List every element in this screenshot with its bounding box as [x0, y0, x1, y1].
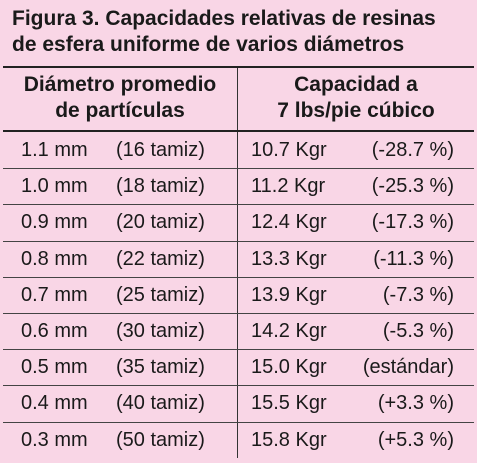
row-divider	[3, 349, 474, 351]
cell-diameter: 0.8 mm	[21, 247, 88, 270]
cell-capacity: 11.2 Kgr	[251, 175, 326, 198]
header-diameter-line-2: de partículas	[55, 99, 185, 122]
cell-diameter: 0.5 mm	[21, 356, 88, 379]
header-diameter-line-1: Diámetro promedio	[23, 73, 217, 96]
cell-change: (-28.7 %)	[371, 139, 454, 161]
cell-mesh: (40 tamiz)	[116, 392, 205, 415]
cell-capacity: 14.2 Kgr	[251, 320, 327, 342]
cell-diameter: 0.7 mm	[21, 283, 88, 306]
table-row: 0.7 mm (25 tamiz) 13.9 Kgr (-7.3 %)	[3, 277, 474, 313]
cell-mesh: (30 tamiz)	[116, 320, 205, 342]
cell-diameter: 0.6 mm	[21, 320, 88, 342]
row-divider	[3, 313, 474, 314]
cell-change: (-11.3 %)	[373, 247, 454, 270]
cell-diameter: 1.0 mm	[21, 175, 88, 198]
cell-capacity: 15.0 Kgr	[251, 356, 327, 379]
cell-capacity: 15.8 Kgr	[251, 428, 327, 451]
table-row: 0.9 mm (20 tamiz) 12.4 Kgr (-17.3 %)	[3, 204, 474, 240]
row-divider	[3, 385, 474, 387]
table-row: 0.8 mm (22 tamiz) 13.3 Kgr (-11.3 %)	[3, 241, 474, 277]
row-divider	[3, 204, 474, 206]
cell-mesh: (22 tamiz)	[116, 247, 205, 270]
cell-capacity: 15.5 Kgr	[251, 392, 327, 415]
cell-mesh: (16 tamiz)	[116, 139, 205, 161]
table-header: Diámetro promedio de partículas Capacida…	[3, 68, 474, 132]
table-row: 0.6 mm (30 tamiz) 14.2 Kgr (-5.3 %)	[3, 313, 474, 349]
row-divider	[3, 276, 474, 278]
cell-change: (-25.3 %)	[371, 175, 454, 198]
cell-mesh: (20 tamiz)	[116, 211, 205, 234]
cell-mesh: (50 tamiz)	[116, 428, 205, 451]
cell-mesh: (25 tamiz)	[116, 283, 205, 306]
cell-change: (+5.3 %)	[377, 428, 454, 451]
cell-diameter: 0.3 mm	[21, 428, 88, 451]
cell-capacity: 12.4 Kgr	[251, 211, 327, 234]
table-row: 1.0 mm (18 tamiz) 11.2 Kgr (-25.3 %)	[3, 168, 474, 204]
header-diameter: Diámetro promedio de partículas	[3, 72, 237, 124]
cell-capacity: 13.9 Kgr	[251, 283, 327, 306]
header-capacity: Capacidad a 7 lbs/pie cúbico	[238, 72, 474, 124]
cell-change: (-17.3 %)	[371, 211, 454, 234]
table-row: 0.3 mm (50 tamiz) 15.8 Kgr (+5.3 %)	[3, 422, 474, 458]
table-row: 1.1 mm (16 tamiz) 10.7 Kgr (-28.7 %)	[3, 132, 474, 168]
cell-diameter: 1.1 mm	[21, 139, 88, 161]
header-capacity-line-2: 7 lbs/pie cúbico	[277, 99, 435, 122]
figure-title: Figura 3. Capacidades relativas de resin…	[12, 6, 472, 58]
cell-change: (+3.3 %)	[377, 392, 454, 415]
table-row: 0.5 mm (35 tamiz) 15.0 Kgr (estándar)	[3, 349, 474, 385]
row-divider	[3, 168, 474, 170]
table-row: 0.4 mm (40 tamiz) 15.5 Kgr (+3.3 %)	[3, 385, 474, 421]
figure-title-line-2: de esfera uniforme de varios diámetros	[12, 33, 405, 56]
figure-title-line-1: Figura 3. Capacidades relativas de resin…	[12, 7, 436, 30]
column-divider	[237, 68, 238, 458]
row-divider	[3, 421, 474, 423]
header-capacity-line-1: Capacidad a	[294, 73, 418, 96]
cell-mesh: (35 tamiz)	[116, 356, 205, 379]
capacity-table: Diámetro promedio de partículas Capacida…	[3, 66, 474, 458]
cell-capacity: 13.3 Kgr	[251, 247, 327, 270]
header-rule	[3, 130, 474, 132]
cell-capacity: 10.7 Kgr	[251, 139, 327, 161]
cell-change: (-7.3 %)	[382, 283, 454, 306]
row-divider	[3, 240, 474, 242]
cell-change: (estándar)	[362, 356, 454, 379]
cell-mesh: (18 tamiz)	[116, 175, 205, 198]
cell-change: (-5.3 %)	[382, 320, 454, 342]
cell-diameter: 0.9 mm	[21, 211, 88, 234]
cell-diameter: 0.4 mm	[21, 392, 88, 415]
